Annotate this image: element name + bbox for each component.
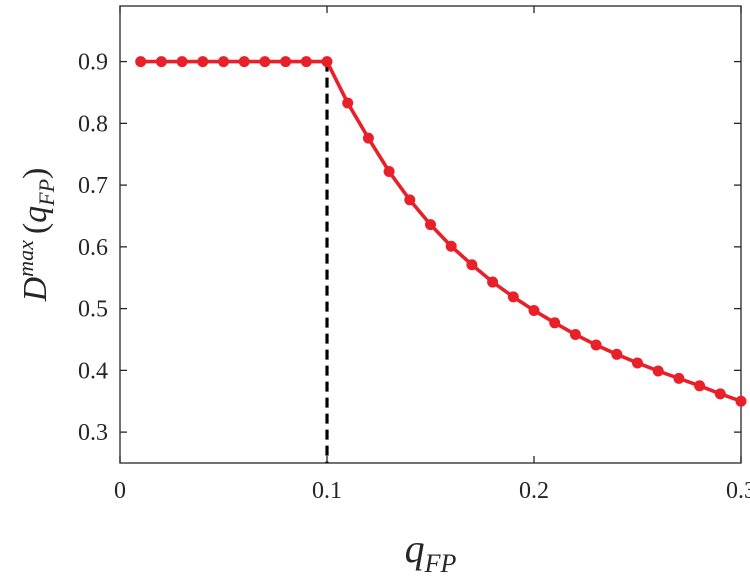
data-point (569, 329, 581, 341)
y-axis-title-close-paren: ) (17, 168, 54, 179)
data-point (135, 56, 147, 68)
ticks: 0 0.1 0.2 0.3 0.3 0.4 0.5 0.6 0.7 0.8 0.9 (78, 6, 750, 504)
data-point (632, 357, 643, 369)
data-point (259, 56, 271, 68)
y-axis-title: Dmax (qFP) (13, 168, 59, 303)
x-tick-label: 0.3 (726, 478, 750, 504)
y-axis-title-superscript: max (13, 240, 38, 277)
y-tick-label: 0.5 (78, 297, 108, 323)
data-point (507, 291, 519, 303)
x-tick-label: 0.1 (312, 478, 342, 504)
y-axis-title-open-paren: ( (17, 223, 54, 234)
axes (119, 5, 742, 464)
axis-titles: qFP Dmax(qFP) (13, 168, 456, 577)
y-axis-title-arg-subscript: FP (34, 179, 59, 207)
x-axis-title: qFP (405, 526, 457, 577)
data-point (714, 388, 726, 400)
x-tick-label: 0 (114, 478, 126, 504)
data-point (466, 259, 478, 271)
data-point (425, 219, 436, 231)
y-axis-title-arg: q (17, 206, 54, 223)
data-point (383, 166, 395, 178)
data-point (404, 194, 416, 206)
data-point (280, 56, 292, 68)
data-point (342, 97, 354, 109)
data-point (176, 56, 188, 68)
x-tick-label: 0.2 (519, 478, 549, 504)
y-tick-label: 0.4 (78, 358, 108, 384)
plot-box (119, 5, 742, 464)
y-tick-label: 0.9 (78, 50, 108, 76)
data-point (300, 56, 312, 68)
y-tick-label: 0.3 (78, 420, 108, 446)
data-point (528, 304, 540, 316)
data-point (487, 276, 499, 288)
y-tick-label: 0.8 (78, 111, 108, 137)
data-point (218, 56, 229, 68)
data-point (362, 132, 374, 144)
data-point (197, 56, 209, 68)
x-axis-title-subscript: FP (424, 549, 457, 577)
data-point (155, 56, 167, 68)
data-point (238, 56, 250, 68)
series-group (135, 56, 747, 407)
data-point (673, 372, 685, 384)
data-point (694, 380, 706, 392)
data-point (590, 339, 602, 351)
y-tick-label: 0.6 (78, 235, 108, 261)
series-line (140, 59, 742, 403)
data-point (445, 240, 457, 252)
data-point (549, 317, 561, 329)
data-point (652, 365, 664, 377)
data-point (321, 56, 333, 68)
data-point (611, 348, 623, 360)
x-axis-title-main: q (405, 526, 425, 571)
y-axis-title-main: D (17, 276, 54, 302)
y-tick-label: 0.7 (78, 173, 108, 199)
data-point (735, 395, 747, 407)
